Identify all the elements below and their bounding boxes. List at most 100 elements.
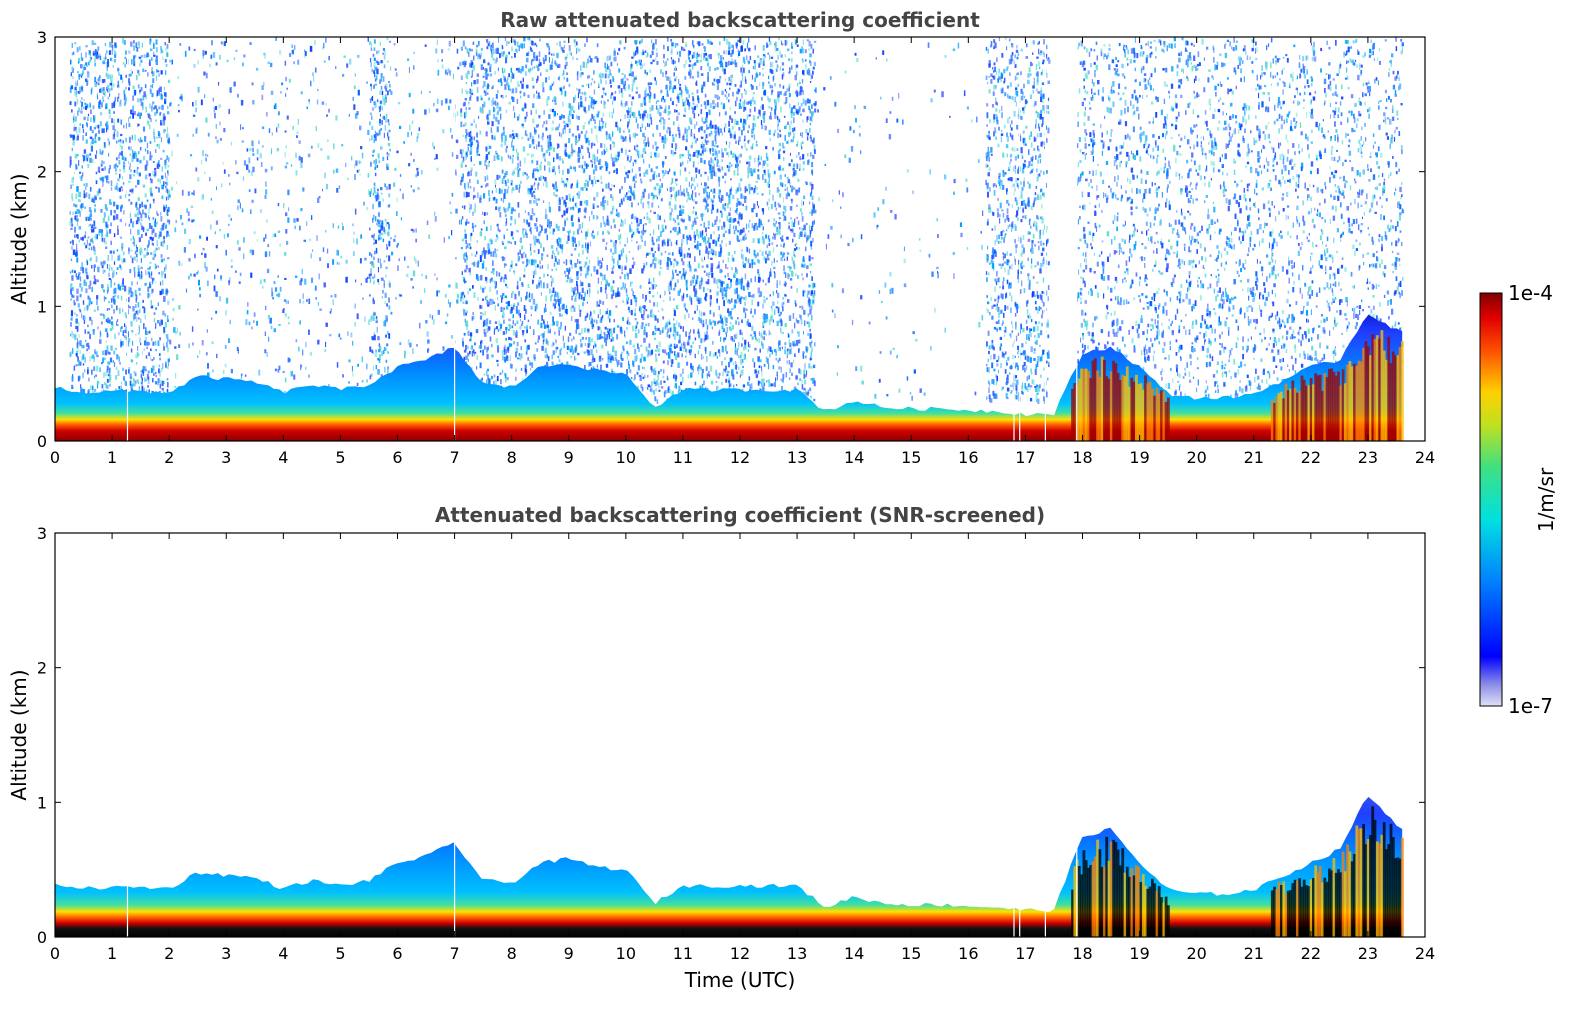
- noise-pixel: [600, 222, 602, 228]
- noise-pixel: [98, 53, 101, 60]
- noise-pixel: [738, 140, 740, 145]
- noise-pixel: [104, 269, 106, 273]
- noise-pixel: [757, 205, 760, 209]
- noise-pixel: [575, 139, 579, 143]
- noise-pixel: [665, 72, 667, 78]
- noise-pixel: [508, 343, 511, 348]
- noise-pixel: [650, 387, 653, 393]
- noise-pixel: [109, 199, 112, 205]
- noise-pixel: [587, 242, 589, 246]
- noise-pixel: [81, 236, 84, 241]
- noise-pixel: [580, 187, 583, 191]
- noise-pixel: [651, 39, 653, 43]
- noise-pixel: [622, 300, 624, 303]
- noise-pixel: [643, 142, 645, 148]
- noise-pixel: [580, 294, 583, 300]
- noise-pixel: [670, 39, 673, 42]
- noise-pixel: [506, 355, 509, 362]
- noise-pixel: [476, 87, 479, 93]
- noise-pixel: [502, 126, 505, 131]
- noise-pixel: [143, 254, 146, 258]
- noise-pixel: [636, 144, 639, 148]
- noise-pixel: [89, 213, 93, 218]
- noise-pixel: [95, 54, 99, 60]
- noise-pixel: [633, 175, 636, 182]
- noise-pixel: [639, 375, 642, 381]
- noise-pixel: [560, 46, 562, 50]
- noise-pixel: [106, 345, 109, 352]
- noise-pixel: [89, 333, 91, 340]
- noise-pixel: [801, 79, 804, 84]
- noise-pixel: [460, 296, 462, 302]
- noise-pixel: [564, 148, 567, 151]
- noise-pixel: [380, 374, 383, 379]
- noise-pixel: [82, 154, 84, 157]
- noise-pixel: [570, 52, 572, 56]
- noise-pixel: [665, 61, 667, 66]
- noise-pixel: [668, 201, 671, 206]
- noise-pixel: [488, 109, 491, 116]
- noise-pixel: [625, 136, 627, 139]
- noise-pixel: [512, 314, 514, 319]
- noise-pixel: [588, 83, 590, 89]
- noise-pixel: [88, 377, 90, 382]
- noise-pixel: [700, 367, 702, 370]
- noise-pixel: [578, 190, 581, 197]
- noise-pixel: [536, 44, 538, 48]
- noise-pixel: [573, 166, 575, 170]
- noise-pixel: [583, 105, 585, 110]
- noise-pixel: [549, 108, 552, 112]
- noise-pixel: [553, 157, 555, 162]
- noise-pixel: [628, 250, 631, 253]
- noise-pixel: [83, 190, 85, 195]
- noise-pixel: [385, 315, 388, 321]
- noise-pixel: [472, 226, 474, 232]
- noise-pixel: [572, 207, 575, 211]
- noise-pixel: [120, 133, 123, 137]
- noise-pixel: [574, 94, 577, 101]
- noise-pixel: [624, 194, 627, 198]
- noise-pixel: [579, 72, 582, 78]
- noise-pixel: [383, 55, 386, 60]
- noise-pixel: [702, 121, 705, 124]
- noise-pixel: [597, 314, 599, 319]
- noise-pixel: [111, 58, 113, 62]
- noise-pixel: [462, 177, 464, 182]
- noise-pixel: [164, 70, 167, 75]
- noise-pixel: [561, 47, 564, 52]
- noise-pixel: [546, 324, 549, 328]
- noise-pixel: [375, 247, 378, 254]
- noise-pixel: [630, 299, 633, 306]
- noise-pixel: [735, 361, 737, 364]
- noise-pixel: [471, 82, 473, 87]
- noise-pixel: [625, 254, 628, 259]
- noise-pixel: [135, 299, 137, 303]
- noise-pixel: [155, 75, 158, 81]
- noise-pixel: [624, 330, 626, 336]
- noise-pixel: [697, 241, 699, 246]
- noise-pixel: [476, 366, 478, 370]
- noise-pixel: [99, 88, 101, 93]
- noise-pixel: [486, 175, 489, 181]
- noise-pixel: [159, 113, 161, 116]
- noise-pixel: [511, 325, 514, 329]
- noise-pixel: [71, 217, 73, 224]
- noise-pixel: [85, 343, 88, 347]
- noise-pixel: [117, 178, 120, 182]
- noise-pixel: [519, 239, 522, 242]
- noise-pixel: [93, 58, 96, 63]
- noise-pixel: [103, 295, 105, 302]
- noise-pixel: [631, 88, 633, 92]
- noise-pixel: [586, 289, 588, 295]
- noise-pixel: [96, 150, 98, 155]
- noise-pixel: [137, 84, 140, 89]
- noise-pixel: [69, 134, 72, 137]
- noise-pixel: [493, 101, 495, 105]
- noise-pixel: [492, 57, 495, 61]
- noise-pixel: [541, 345, 544, 351]
- noise-pixel: [660, 231, 662, 238]
- noise-pixel: [632, 325, 635, 332]
- noise-pixel: [478, 153, 481, 156]
- noise-pixel: [91, 229, 94, 233]
- noise-pixel: [135, 201, 138, 206]
